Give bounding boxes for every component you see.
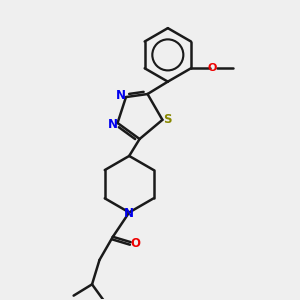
Text: S: S xyxy=(163,113,172,126)
Text: N: N xyxy=(107,118,118,131)
Text: O: O xyxy=(207,63,217,73)
Text: O: O xyxy=(130,237,140,250)
Text: N: N xyxy=(124,207,134,220)
Text: N: N xyxy=(116,89,126,102)
